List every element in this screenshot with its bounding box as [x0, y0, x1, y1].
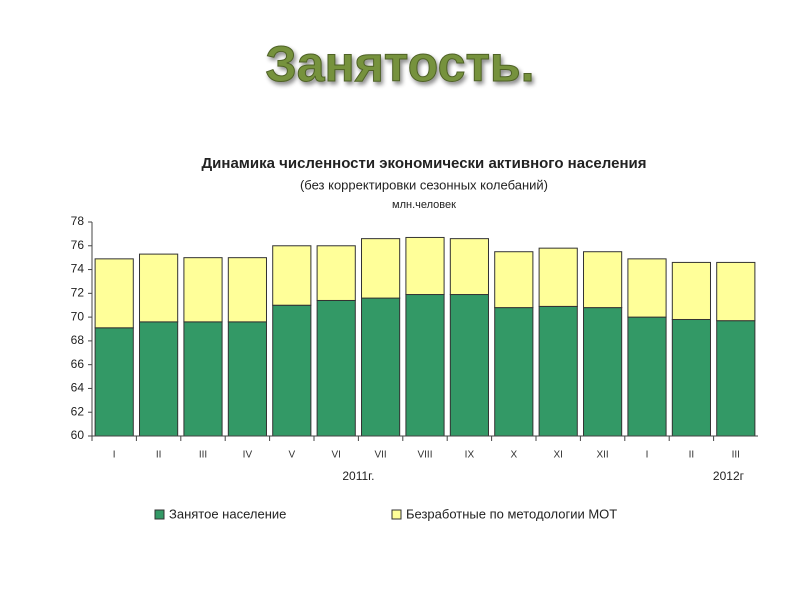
y-tick-label: 76	[71, 238, 85, 252]
bar-segment	[94, 258, 134, 329]
y-tick-label: 74	[71, 262, 85, 276]
x-tick-label: IX	[465, 450, 475, 461]
x-tick-label: XI	[553, 450, 562, 461]
bar-segment	[405, 236, 445, 296]
bar-segment	[494, 307, 534, 437]
x-tick-label: XII	[596, 450, 608, 461]
x-tick-label: II	[689, 450, 695, 461]
bar-segment	[494, 251, 534, 309]
y-tick-label: 78	[71, 214, 85, 228]
bar-segment	[449, 294, 489, 437]
chart-subtitle: (без корректировки сезонных колебаний)	[300, 177, 548, 192]
bar-segment	[583, 251, 623, 309]
x-tick-label: III	[199, 450, 207, 461]
bar-segment	[183, 321, 223, 437]
x-tick-label: I	[646, 450, 649, 461]
x-group-label: 2012г	[713, 469, 745, 483]
unit-label: млн.человек	[392, 199, 456, 211]
y-tick-label: 68	[71, 333, 85, 347]
bar-segment	[627, 316, 667, 437]
bar-segment	[716, 320, 756, 437]
y-tick-label: 72	[71, 286, 85, 300]
bar-segment	[671, 318, 711, 437]
bar-segment	[583, 307, 623, 437]
bar-segment	[139, 253, 179, 323]
x-tick-label: V	[288, 450, 295, 461]
x-group-label: 2011г.	[342, 469, 374, 483]
bar-segment	[716, 261, 756, 322]
bar-segment	[227, 257, 267, 323]
bar-segment	[183, 257, 223, 323]
x-tick-label: IV	[243, 450, 253, 461]
bar-segment	[538, 305, 578, 437]
legend-swatch	[391, 509, 402, 520]
y-tick-label: 62	[71, 404, 85, 418]
bar-segment	[671, 261, 711, 320]
legend-swatch	[154, 509, 165, 520]
bar-segment	[139, 321, 179, 437]
bar-segment	[316, 245, 356, 301]
x-tick-label: VII	[374, 450, 386, 461]
bar-segment	[227, 321, 267, 437]
bar-segment	[449, 238, 489, 296]
slide-title: Занятость.	[265, 36, 534, 92]
x-tick-label: VIII	[417, 450, 432, 461]
bar-segment	[361, 238, 401, 299]
bar-segment	[361, 297, 401, 437]
y-tick-label: 70	[71, 309, 85, 323]
x-tick-label: II	[156, 450, 162, 461]
legend-label: Занятое население	[169, 506, 286, 521]
y-tick-label: 60	[71, 428, 85, 442]
bar-segment	[538, 247, 578, 307]
bar-segment	[627, 258, 667, 318]
chart-title: Динамика численности экономически активн…	[202, 155, 647, 172]
y-tick-label: 66	[71, 357, 85, 371]
y-tick-label: 64	[71, 381, 85, 395]
x-tick-label: VI	[331, 450, 340, 461]
bar-segment	[316, 299, 356, 437]
bar-segment	[94, 327, 134, 437]
x-tick-label: III	[732, 450, 740, 461]
bar-segment	[405, 294, 445, 437]
x-tick-label: I	[113, 450, 116, 461]
bar-segment	[272, 304, 312, 437]
bar-segment	[272, 245, 312, 306]
legend-label: Безработные по методологии МОТ	[406, 506, 617, 521]
x-tick-label: X	[510, 450, 517, 461]
